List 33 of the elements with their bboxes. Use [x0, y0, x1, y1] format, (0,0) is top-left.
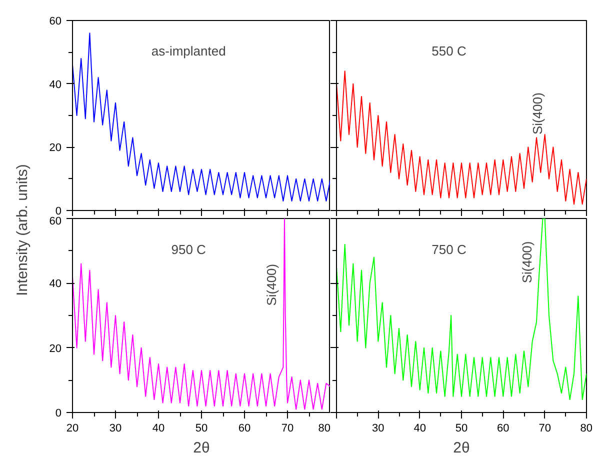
y-tick-label: 0 [55, 206, 62, 218]
annotation: 750 C [432, 242, 466, 258]
line-series [72, 218, 330, 410]
annotation: Si(400) [530, 92, 545, 134]
x-tick-label: 60 [497, 422, 510, 434]
x-axis-title: 2θ [193, 440, 210, 456]
annotation: 950 C [171, 242, 206, 258]
x-tick-label: 80 [318, 422, 331, 434]
annotation: as-implanted [151, 43, 226, 58]
x-tick-label: 30 [109, 422, 122, 434]
x-tick-label: 60 [238, 422, 251, 434]
x-axis-title: 2θ [453, 440, 470, 456]
x-tick-label: 50 [455, 422, 468, 434]
x-tick-label: 40 [152, 422, 165, 434]
y-tick-label: 20 [49, 142, 62, 154]
annotation: Si(400) [519, 241, 534, 284]
y-tick-label: 0 [55, 408, 62, 420]
line-series [72, 32, 330, 202]
x-tick-label: 40 [414, 422, 426, 434]
y-tick-label: 60 [49, 16, 62, 28]
x-tick-label: 80 [580, 422, 593, 434]
x-tick-label: 20 [66, 422, 79, 434]
annotation: Si(400) [264, 264, 279, 306]
x-tick-label: 70 [538, 422, 551, 434]
y-tick-label: 40 [49, 78, 62, 91]
y-tick-label: 40 [49, 278, 62, 290]
y-tick-label: 60 [49, 216, 62, 228]
x-tick-label: 50 [195, 422, 208, 434]
x-tick-label: 70 [281, 422, 294, 434]
y-tick-label: 20 [49, 342, 62, 355]
x-tick-label: 30 [372, 422, 384, 434]
annotation: 550 C [432, 43, 466, 58]
y-axis-title: Intensity (arb. units) [14, 164, 31, 296]
